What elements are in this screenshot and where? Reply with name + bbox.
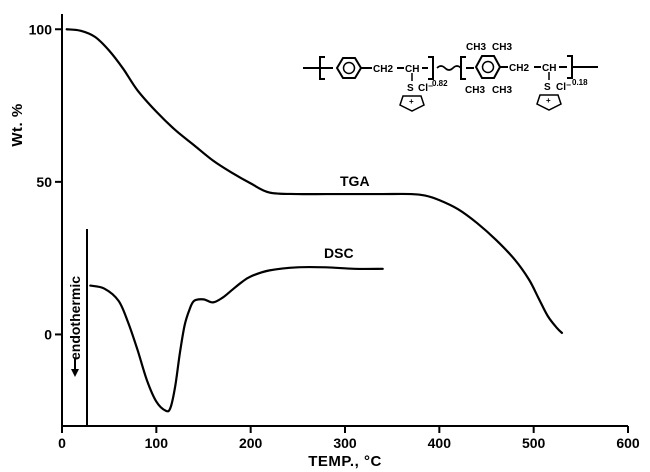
benzene-ring-2 — [474, 55, 502, 79]
sulfonium-2-s-label: S — [544, 82, 551, 93]
x-axis-ticks: 0 100 200 300 400 500 600 — [58, 426, 640, 451]
sulfonium-1-plus-label: + — [409, 97, 414, 106]
methyl-bottom-right-label: CH3 — [492, 85, 512, 96]
endothermic-label: endothermic — [67, 276, 83, 360]
counterion-1-label: Cl⁻ — [418, 83, 433, 94]
y-tick-label: 100 — [29, 21, 53, 37]
endothermic-arrow-icon — [71, 358, 79, 377]
unit1-fraction-label: 0.82 — [432, 79, 448, 88]
sulfonium-1-s-label: S — [407, 83, 414, 94]
polymer-structure-inset: CH2 CH S Cl⁻ + 0.82 CH3 — [303, 42, 598, 112]
y-axis-label: Wt. % — [9, 103, 26, 146]
methyl-top-left-label: CH3 — [466, 42, 486, 53]
dsc-series-line — [89, 265, 384, 413]
unit2-ch2-label: CH2 — [509, 63, 529, 74]
unit1-ch2-label: CH2 — [373, 64, 393, 75]
unit2-ch-label: CH — [542, 63, 556, 74]
x-axis-label: TEMP., °C — [308, 453, 382, 470]
y-tick-label: 0 — [44, 326, 52, 342]
benzene-ring-1 — [335, 57, 363, 79]
x-tick-label: 100 — [145, 435, 169, 451]
x-tick-label: 0 — [58, 435, 66, 451]
thiolane-ring-2 — [536, 94, 562, 111]
methyl-bottom-left-label: CH3 — [465, 85, 485, 96]
unit1-ch-label: CH — [405, 64, 419, 75]
dsc-series-label: DSC — [324, 245, 354, 261]
x-tick-label: 400 — [428, 435, 452, 451]
x-tick-label: 300 — [333, 435, 357, 451]
thiolane-ring-1 — [399, 95, 425, 112]
methyl-top-right-label: CH3 — [492, 42, 512, 53]
tga-series-label: TGA — [340, 173, 370, 189]
unit2-fraction-label: 0.18 — [572, 78, 588, 87]
x-tick-label: 600 — [616, 435, 640, 451]
counterion-2-label: Cl⁻ — [556, 82, 571, 93]
y-axis-ticks: 0 50 100 — [29, 21, 62, 342]
y-tick-label: 50 — [36, 174, 52, 190]
x-tick-label: 500 — [522, 435, 546, 451]
tga-series-line — [65, 28, 564, 335]
sulfonium-2-plus-label: + — [546, 96, 551, 105]
x-tick-label: 200 — [239, 435, 263, 451]
